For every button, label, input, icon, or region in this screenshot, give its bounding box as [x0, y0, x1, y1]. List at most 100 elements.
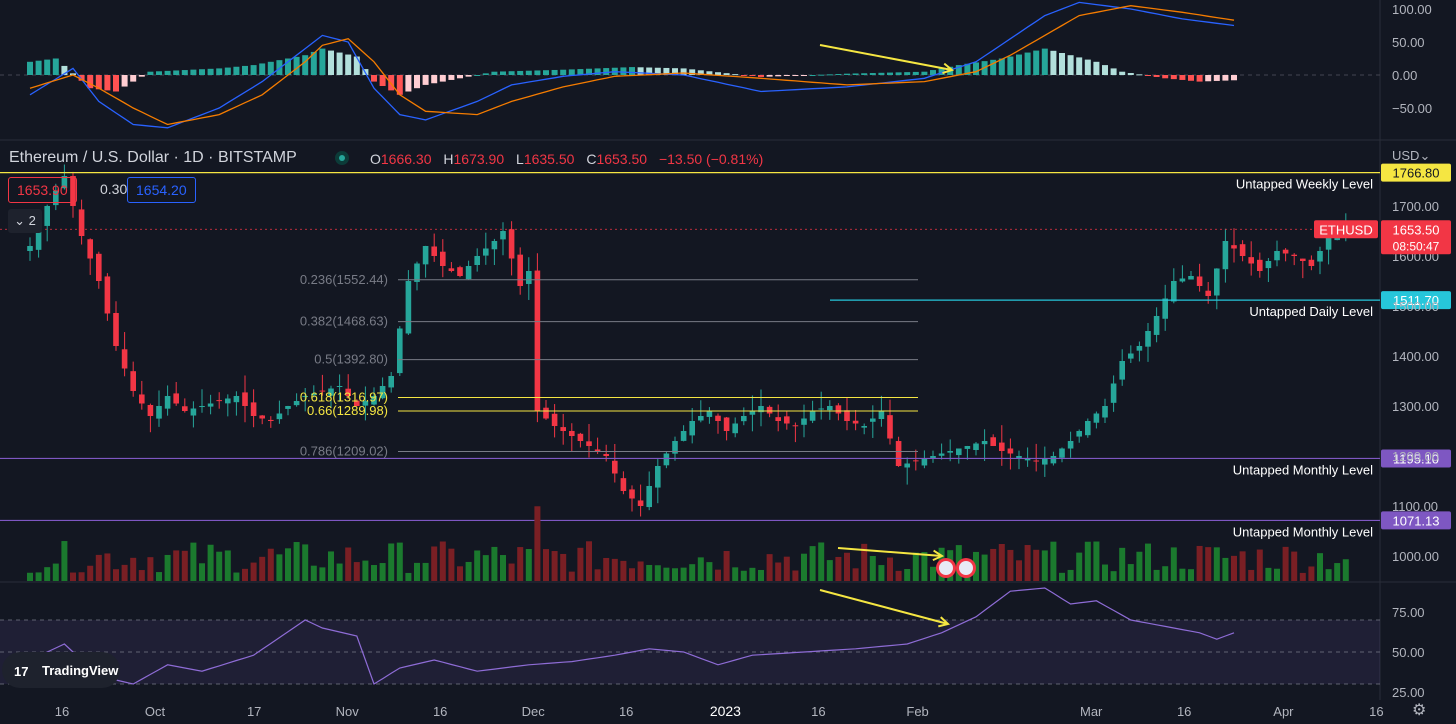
- volume-bar: [826, 560, 833, 581]
- macd-histogram-bar: [121, 75, 128, 87]
- currency-label: USD: [1392, 148, 1420, 163]
- time-axis-tick: Feb: [906, 704, 928, 719]
- buy-button[interactable]: 1654.20: [127, 177, 196, 203]
- candle-body: [904, 463, 910, 468]
- volume-bar: [852, 568, 859, 581]
- sell-button[interactable]: 1653.90: [8, 177, 77, 203]
- macd-histogram-bar: [663, 67, 670, 75]
- candle-body: [397, 328, 403, 374]
- macd-histogram-bar: [388, 75, 395, 91]
- volume-bar: [1205, 547, 1212, 581]
- macd-histogram-bar: [1102, 65, 1108, 75]
- volume-bar: [113, 569, 119, 581]
- candle-body: [1128, 353, 1134, 359]
- volume-bar: [147, 557, 154, 581]
- macd-histogram-bar: [267, 61, 274, 75]
- macd-histogram-bar: [560, 69, 567, 75]
- candle-body: [586, 441, 592, 446]
- macd-histogram-bar: [775, 75, 782, 77]
- volume-bar: [216, 551, 223, 581]
- macd-histogram-bar: [680, 68, 687, 75]
- gear-icon[interactable]: ⚙: [1412, 702, 1427, 719]
- tradingview-badge[interactable]: 17 TradingView: [2, 652, 120, 688]
- level-price-text: 1766.80: [1393, 166, 1440, 181]
- candle-body: [500, 231, 506, 240]
- volume-bar: [792, 570, 799, 581]
- candle-body: [1145, 331, 1151, 347]
- volume-bar: [439, 541, 446, 581]
- volume-bar: [654, 565, 661, 581]
- volume-bar: [1067, 569, 1074, 581]
- candle-body: [1282, 249, 1289, 254]
- volume-bar: [930, 566, 936, 581]
- volume-bar: [1136, 551, 1143, 581]
- candle-body: [182, 406, 188, 411]
- volume-bar: [379, 563, 386, 581]
- time-axis-tick: 16: [1369, 704, 1383, 719]
- volume-bar: [1196, 545, 1203, 581]
- fib-level-label: 0.5(1392.80): [314, 352, 388, 367]
- volume-bar: [156, 572, 162, 581]
- volume-bar: [70, 572, 76, 581]
- low-label: L: [516, 151, 524, 167]
- macd-histogram-bar: [371, 75, 377, 82]
- macd-histogram-bar: [904, 72, 911, 75]
- currency-selector[interactable]: USD⌄: [1392, 148, 1430, 164]
- current-price-text: 1653.50: [1393, 222, 1440, 237]
- volume-bar: [1110, 571, 1117, 581]
- candle-body: [225, 398, 231, 404]
- macd-histogram-bar: [379, 75, 386, 86]
- macd-histogram-bar: [276, 60, 283, 75]
- volume-bar: [371, 565, 377, 581]
- price-axis-tick: 1000.00: [1392, 549, 1439, 564]
- level-price-text: 1511.70: [1393, 293, 1439, 308]
- candle-body: [104, 276, 111, 314]
- macd-histogram-bar: [336, 52, 343, 75]
- fib-level-label: 0.236(1552.44): [300, 272, 388, 287]
- macd-histogram-bar: [457, 75, 463, 79]
- collapse-indicators-button[interactable]: ⌄ 2: [8, 209, 42, 233]
- macd-histogram-bar: [1205, 75, 1212, 82]
- volume-bar: [27, 572, 33, 581]
- macd-histogram-bar: [766, 75, 773, 77]
- macd-axis-tick: 0.00: [1392, 68, 1417, 83]
- candle-body: [250, 402, 257, 416]
- indicator-count: 2: [28, 213, 36, 228]
- volume-bar: [1170, 547, 1177, 581]
- candle-body: [1248, 257, 1254, 264]
- low-value: 1635.50: [523, 151, 575, 167]
- candle-body: [706, 411, 713, 417]
- volume-bar: [1093, 541, 1100, 581]
- candle-body: [723, 417, 730, 431]
- candle-body: [1222, 241, 1229, 270]
- volume-bar: [1282, 546, 1289, 581]
- macd-line: [29, 1, 1235, 129]
- candle-body: [603, 453, 609, 456]
- candle-body: [981, 441, 988, 445]
- volume-bar: [775, 562, 782, 581]
- macd-histogram-bar: [156, 71, 162, 75]
- volume-bar: [629, 568, 635, 581]
- fib-level-label: 0.786(1209.02): [300, 443, 388, 458]
- volume-bar: [491, 546, 498, 581]
- time-axis-tick: Mar: [1080, 704, 1103, 719]
- fib-level-label: 0.618(1316.97): [300, 390, 388, 405]
- candle-body: [207, 403, 214, 407]
- volume-bar: [95, 554, 102, 581]
- candle-body: [577, 433, 584, 441]
- volume-bar: [689, 564, 696, 581]
- candle-body: [698, 416, 704, 421]
- candle-body: [242, 392, 248, 406]
- macd-histogram-bar: [250, 65, 257, 75]
- candle-body: [96, 253, 102, 281]
- volume-bar: [525, 548, 532, 581]
- candle-body: [362, 401, 369, 406]
- chevron-down-icon: ⌄: [14, 213, 26, 228]
- volume-bar: [577, 547, 584, 581]
- volume-bar: [1188, 569, 1194, 581]
- candle-body: [78, 209, 85, 236]
- candle-body: [758, 406, 764, 413]
- volume-bar: [594, 569, 601, 581]
- symbol-title[interactable]: Ethereum / U.S. Dollar · 1D · BITSTAMP: [9, 149, 297, 166]
